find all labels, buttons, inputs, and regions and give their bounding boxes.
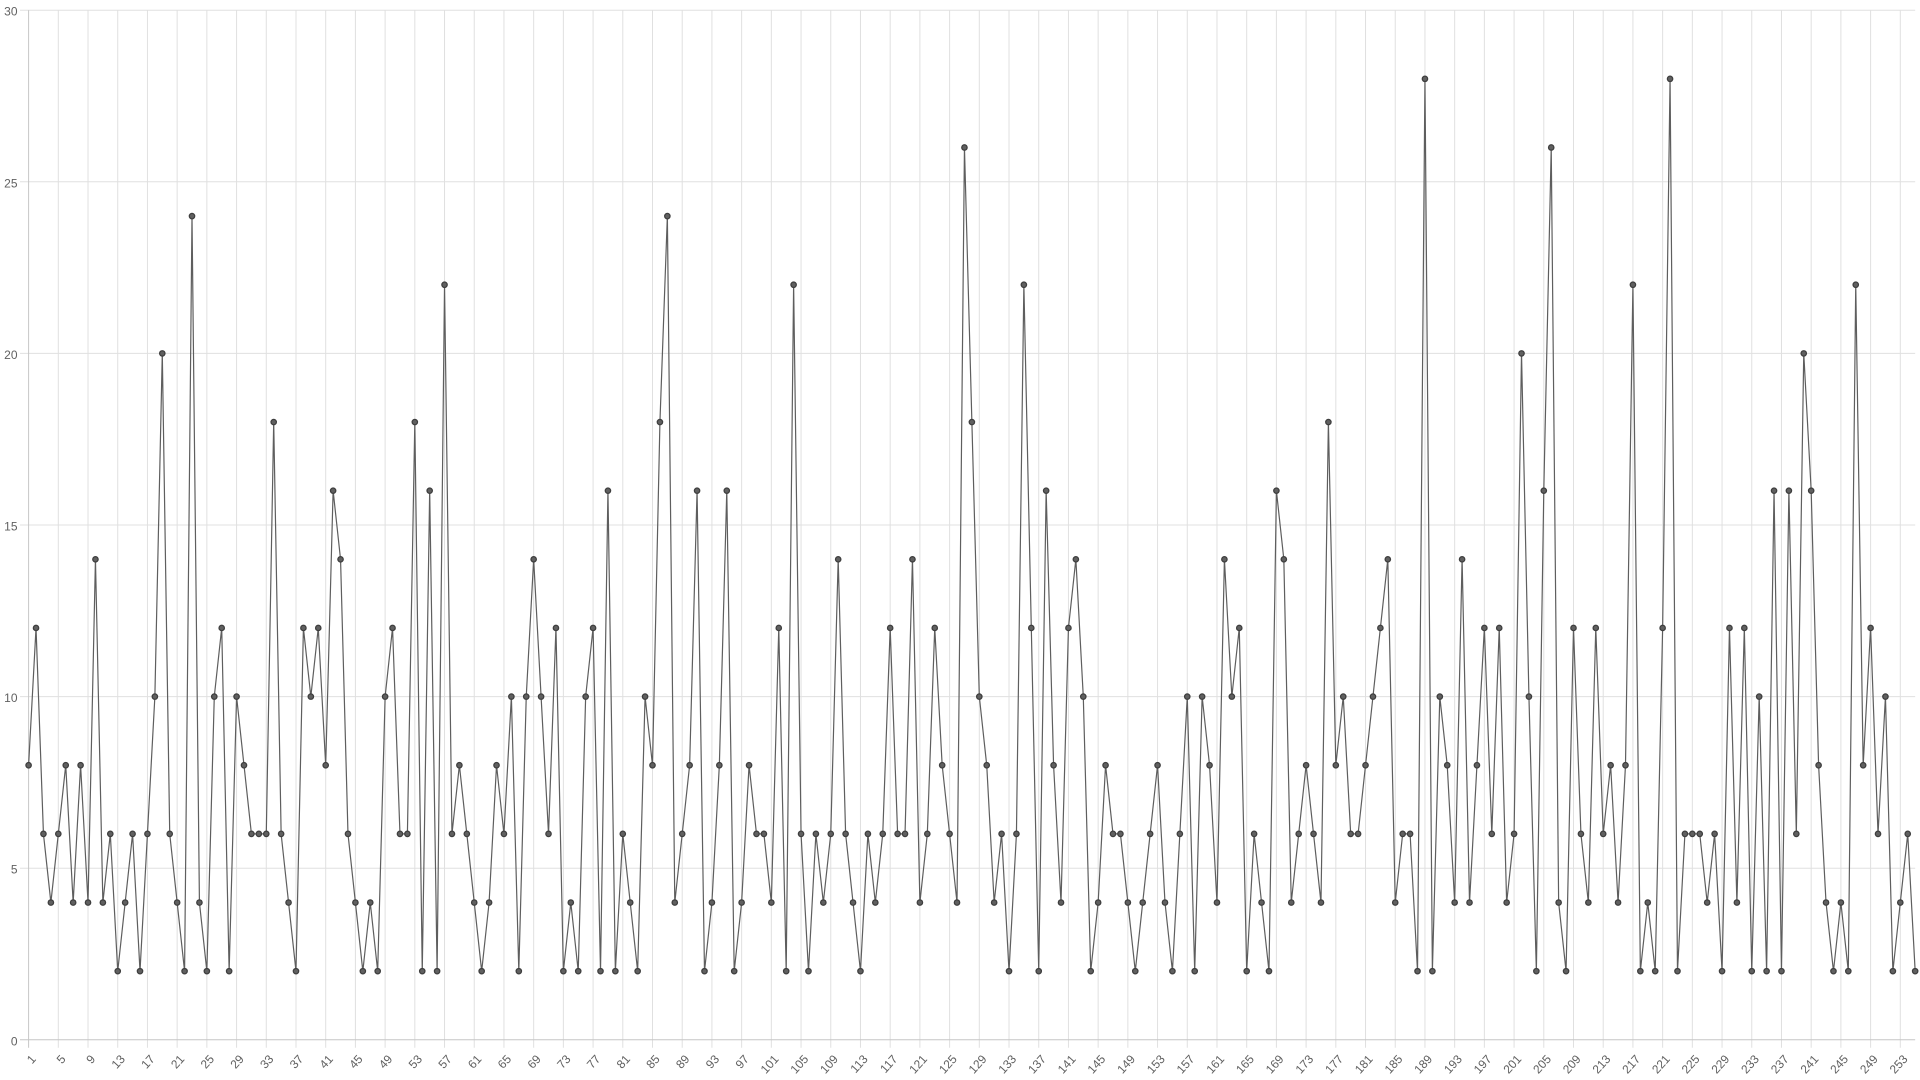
- svg-text:30: 30: [4, 5, 18, 19]
- svg-text:20: 20: [4, 348, 18, 362]
- svg-text:10: 10: [4, 691, 18, 705]
- svg-text:25: 25: [4, 176, 18, 190]
- svg-text:5: 5: [11, 863, 18, 877]
- svg-text:15: 15: [4, 520, 18, 534]
- svg-text:0: 0: [11, 1034, 18, 1048]
